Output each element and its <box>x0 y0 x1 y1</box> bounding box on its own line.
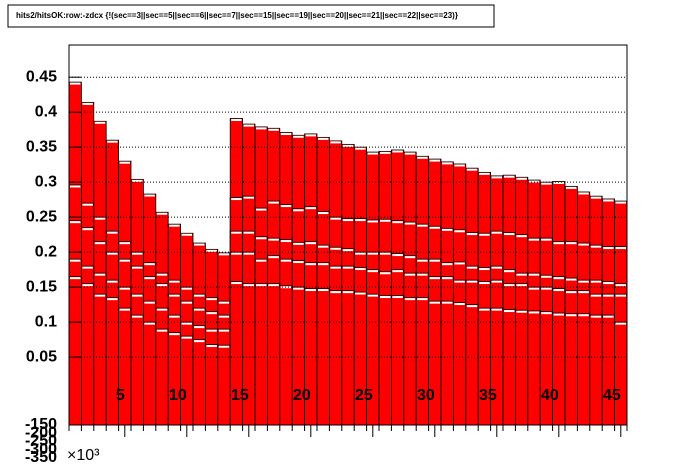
bar <box>577 313 591 426</box>
bar <box>589 314 603 426</box>
bar <box>93 293 107 426</box>
bar <box>192 339 206 426</box>
x-tick-label: 30 <box>417 387 435 404</box>
bar <box>105 297 119 426</box>
bar <box>601 314 616 426</box>
bar <box>68 276 82 426</box>
chart-title: hits2/hitsOK:row:-zdcx {!(sec==3||sec==5… <box>16 11 458 20</box>
y-tick-label: 0.2 <box>35 243 57 260</box>
bar <box>81 283 95 426</box>
bar <box>254 283 268 426</box>
x-tick-label: 20 <box>293 387 311 404</box>
y2-tick-label: -300 <box>25 441 57 458</box>
y-tick-label: 0.35 <box>26 138 57 155</box>
bar <box>204 344 219 426</box>
y2-multiplier: ×10³ <box>67 447 100 464</box>
x-tick-label: 15 <box>231 387 249 404</box>
bar <box>390 295 405 426</box>
y-tick-label: 0.45 <box>26 68 57 85</box>
x-tick-label: 40 <box>541 387 559 404</box>
x-tick-label: 45 <box>603 387 621 404</box>
y-tick-label: 0.3 <box>35 173 57 190</box>
x-tick-label: 5 <box>116 387 125 404</box>
y-tick-label: 0.05 <box>26 348 57 365</box>
bar <box>167 332 181 426</box>
bar <box>353 291 368 426</box>
bar <box>452 302 467 426</box>
y2-tick-label: -200 <box>25 424 57 441</box>
bar <box>142 321 157 426</box>
bar <box>502 309 516 426</box>
bar <box>291 286 306 426</box>
x-tick-label: 35 <box>479 387 497 404</box>
y-tick-label: 0.1 <box>35 313 57 330</box>
bar <box>378 295 392 426</box>
bar <box>130 314 144 426</box>
bar <box>415 297 430 426</box>
bar <box>328 290 343 426</box>
bar <box>440 300 454 426</box>
bar <box>428 300 442 426</box>
bar <box>552 312 566 426</box>
title-box <box>7 4 495 28</box>
bar <box>118 307 132 426</box>
bar <box>564 313 578 426</box>
y-tick-label: 0.15 <box>26 278 57 295</box>
bar <box>515 309 529 426</box>
bar <box>155 328 169 426</box>
bar <box>266 283 281 426</box>
bar <box>539 311 554 426</box>
bar <box>366 293 380 426</box>
bar <box>527 310 541 426</box>
y2-tick-label: -150 <box>25 416 57 433</box>
bar <box>279 285 293 426</box>
y-tick-label: 0.4 <box>35 103 57 120</box>
bar <box>614 321 628 426</box>
bar <box>180 335 194 426</box>
bar <box>477 307 492 426</box>
bar <box>403 297 417 426</box>
bar <box>465 304 479 426</box>
x-tick-label: 25 <box>355 387 373 404</box>
y2-tick-label: -250 <box>25 433 57 450</box>
bar <box>341 290 355 426</box>
bar <box>490 307 504 426</box>
x-tick-label: 10 <box>169 387 187 404</box>
y-tick-label: 0.25 <box>26 208 57 225</box>
plot-frame <box>68 44 628 426</box>
y2-tick-label: -350 <box>25 449 57 466</box>
